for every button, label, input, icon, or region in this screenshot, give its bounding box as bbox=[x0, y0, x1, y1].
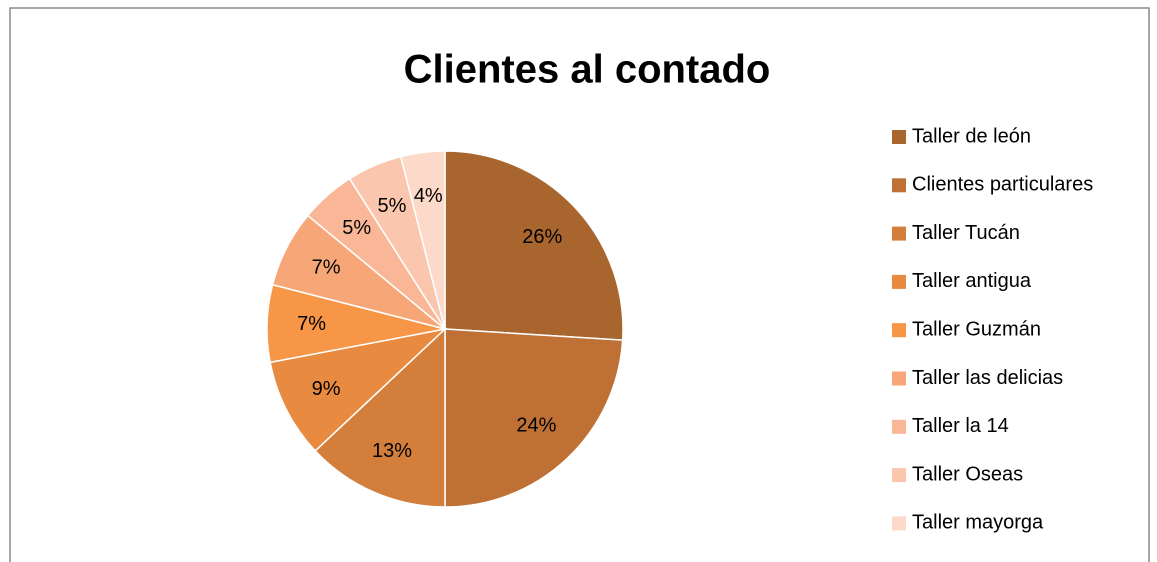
legend-label: Taller Oseas bbox=[912, 463, 1023, 485]
legend-label: Taller la 14 bbox=[912, 415, 1009, 437]
data-label: 24% bbox=[516, 415, 556, 437]
legend-swatch bbox=[892, 371, 906, 386]
legend-swatch bbox=[892, 419, 906, 434]
pie-slice bbox=[314, 327, 446, 508]
data-label: 4% bbox=[414, 185, 443, 207]
legend-label: Taller de león bbox=[912, 125, 1031, 147]
data-label: 7% bbox=[312, 257, 341, 279]
chart-border bbox=[9, 7, 1150, 562]
legend-label: Taller antigua bbox=[912, 270, 1032, 292]
legend-label: Taller las delicias bbox=[912, 367, 1063, 389]
data-label: 26% bbox=[522, 226, 562, 248]
legend-label: Taller Tucán bbox=[912, 222, 1020, 244]
legend-label: Clientes particulares bbox=[912, 174, 1093, 196]
pie-slice bbox=[269, 327, 448, 452]
data-label: 13% bbox=[372, 440, 412, 462]
legend-swatch bbox=[892, 468, 906, 483]
legend-label: Taller Guzmán bbox=[912, 318, 1041, 340]
pie-slice bbox=[444, 150, 624, 341]
pie-slice bbox=[399, 150, 446, 330]
data-label: 5% bbox=[342, 217, 371, 239]
chart-title: Clientes al contado bbox=[404, 48, 771, 92]
legend-swatch bbox=[892, 130, 906, 144]
data-label: 9% bbox=[312, 378, 341, 400]
legend-swatch bbox=[892, 226, 906, 241]
legend-swatch bbox=[892, 516, 906, 531]
legend-swatch bbox=[892, 178, 906, 193]
data-label: 7% bbox=[297, 313, 326, 335]
legend-swatch bbox=[892, 274, 906, 289]
pie-slice bbox=[444, 328, 624, 508]
legend-label: Taller mayorga bbox=[912, 512, 1044, 534]
data-label: 5% bbox=[378, 195, 407, 217]
legend-swatch bbox=[892, 323, 906, 338]
